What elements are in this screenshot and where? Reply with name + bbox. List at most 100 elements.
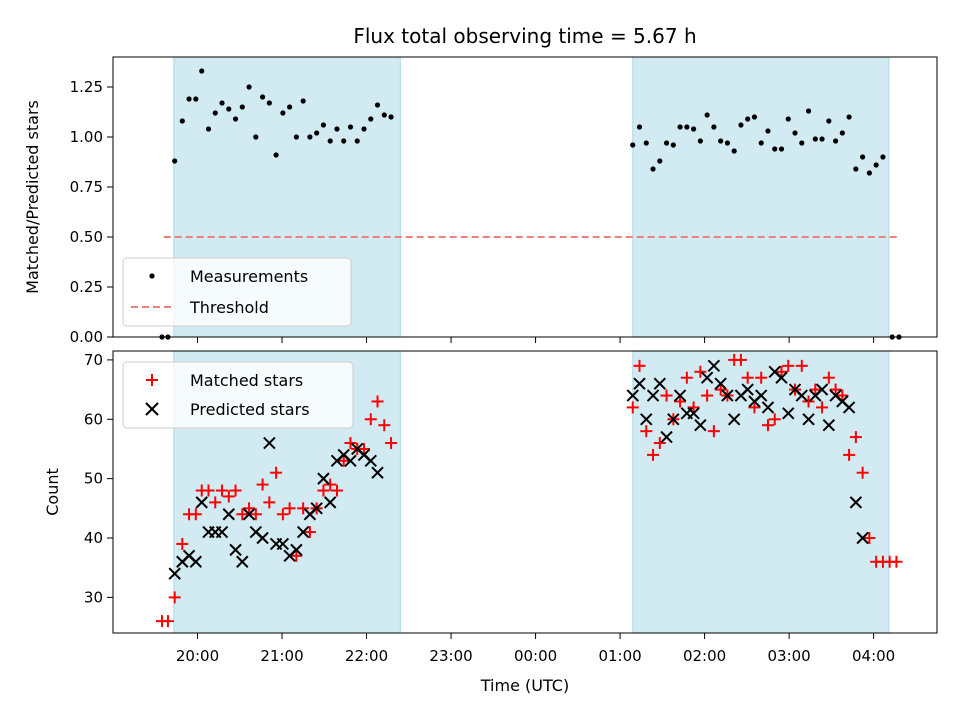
y-tick-label: 70 — [84, 351, 103, 369]
predicted-star-point — [290, 543, 303, 557]
predicted-star-point — [256, 531, 269, 545]
predicted-star-point — [667, 413, 680, 426]
measurement-point — [839, 130, 845, 136]
measurement-point — [846, 114, 852, 120]
legend-predicted-stars: Predicted stars — [190, 400, 310, 419]
matched-star-point — [344, 437, 357, 450]
matched-star-point — [755, 371, 768, 384]
measurement-point — [259, 94, 266, 100]
matched-star-point — [330, 484, 343, 497]
matched-star-point — [795, 359, 808, 372]
legend-matched-stars: Matched stars — [190, 371, 303, 390]
predicted-star-point — [727, 413, 741, 426]
predicted-star-point — [741, 383, 754, 396]
measurement-point — [745, 116, 751, 122]
matched-star-point — [856, 466, 869, 479]
measurement-point — [381, 112, 387, 118]
measurement-point — [812, 136, 818, 142]
x-tick-label: 20:00 — [176, 647, 219, 665]
matched-star-point — [385, 437, 398, 450]
measurement-point — [388, 114, 394, 120]
matched-star-point — [303, 526, 316, 539]
predicted-star-point — [633, 377, 646, 390]
y-tick-label: 1.25 — [70, 78, 103, 96]
matched-star-point — [701, 389, 714, 402]
matched-star-point — [640, 425, 653, 438]
measurement-point — [684, 124, 690, 130]
top-legend: Measurements Threshold — [122, 257, 352, 327]
predicted-star-point — [646, 389, 660, 402]
matched-star-point — [761, 419, 774, 432]
measurement-point — [832, 138, 839, 144]
x-tick-label: 23:00 — [429, 647, 472, 665]
measurement-point — [657, 158, 663, 164]
matched-star-points — [156, 353, 903, 628]
measurement-point — [636, 124, 643, 130]
bottom-x-ticks: 20:00 21:00 22:00 23:00 00:00 01:00 02:00 03:00… — [176, 633, 895, 665]
matched-star-point — [256, 478, 269, 491]
y-tick-label: 0.00 — [70, 328, 103, 346]
matched-star-point — [176, 537, 189, 550]
predicted-star-points — [168, 359, 869, 580]
measurement-point — [368, 116, 374, 122]
x-tick-label: 00:00 — [514, 647, 557, 665]
predicted-star-point — [317, 472, 330, 485]
measurement-point — [758, 140, 764, 146]
matched-star-point — [249, 508, 262, 521]
y-tick-label: 0.75 — [70, 178, 103, 196]
measurement-point — [361, 126, 367, 132]
measurement-point — [347, 124, 354, 130]
measurement-point — [341, 138, 347, 144]
matched-star-point — [775, 365, 788, 378]
matched-star-point — [863, 532, 876, 545]
x-tick-label: 01:00 — [598, 647, 641, 665]
measurement-points — [159, 68, 902, 340]
top-legend-box — [122, 257, 352, 327]
matched-star-point — [243, 502, 256, 515]
measurement-point — [172, 158, 178, 164]
matched-star-point — [849, 431, 862, 444]
matched-star-point — [653, 437, 666, 450]
observing-window-shade — [632, 350, 890, 634]
matched-star-point — [378, 419, 391, 432]
matched-star-point — [263, 496, 276, 509]
matched-legend-marker — [146, 374, 158, 386]
matched-star-point — [809, 383, 822, 396]
matched-star-point — [782, 359, 795, 372]
predicted-star-point — [215, 525, 229, 539]
matched-star-point — [189, 508, 202, 521]
matched-star-point — [364, 413, 377, 426]
measurement-point — [731, 148, 737, 154]
measurement-point — [334, 126, 340, 132]
bottom-plot-frame — [112, 350, 938, 634]
x-tick-label: 21:00 — [260, 647, 303, 665]
measurement-point — [799, 140, 805, 146]
matched-star-point — [236, 508, 249, 521]
matched-star-point — [168, 591, 181, 604]
predicted-star-point — [761, 401, 775, 414]
top-y-ticks: 0.00 0.25 0.50 0.75 1.00 1.25 — [70, 78, 113, 346]
measurement-point — [179, 118, 185, 124]
top-x-ticks — [197, 337, 875, 343]
predicted-star-point — [189, 555, 203, 568]
predicted-star-point — [775, 371, 788, 384]
measurement-point — [677, 124, 683, 130]
y-tick-label: 1.00 — [70, 128, 103, 146]
predicted-star-point — [296, 525, 310, 539]
predicted-star-point — [700, 371, 714, 384]
chart-title: Flux total observing time = 5.67 h — [353, 24, 696, 48]
predicted-star-point — [849, 496, 863, 509]
matched-star-point — [216, 484, 229, 497]
top-plot-frame — [112, 56, 938, 338]
measurement-point — [266, 100, 272, 106]
measurement-point — [873, 162, 879, 168]
x-tick-label: 03:00 — [767, 647, 810, 665]
measurement-point — [724, 140, 731, 146]
measurement-point — [199, 68, 205, 74]
measurement-point — [778, 146, 785, 152]
y-tick-label: 30 — [84, 588, 103, 606]
measurement-point — [819, 136, 825, 142]
measurement-point — [785, 116, 791, 122]
y-tick-label: 60 — [84, 410, 103, 428]
